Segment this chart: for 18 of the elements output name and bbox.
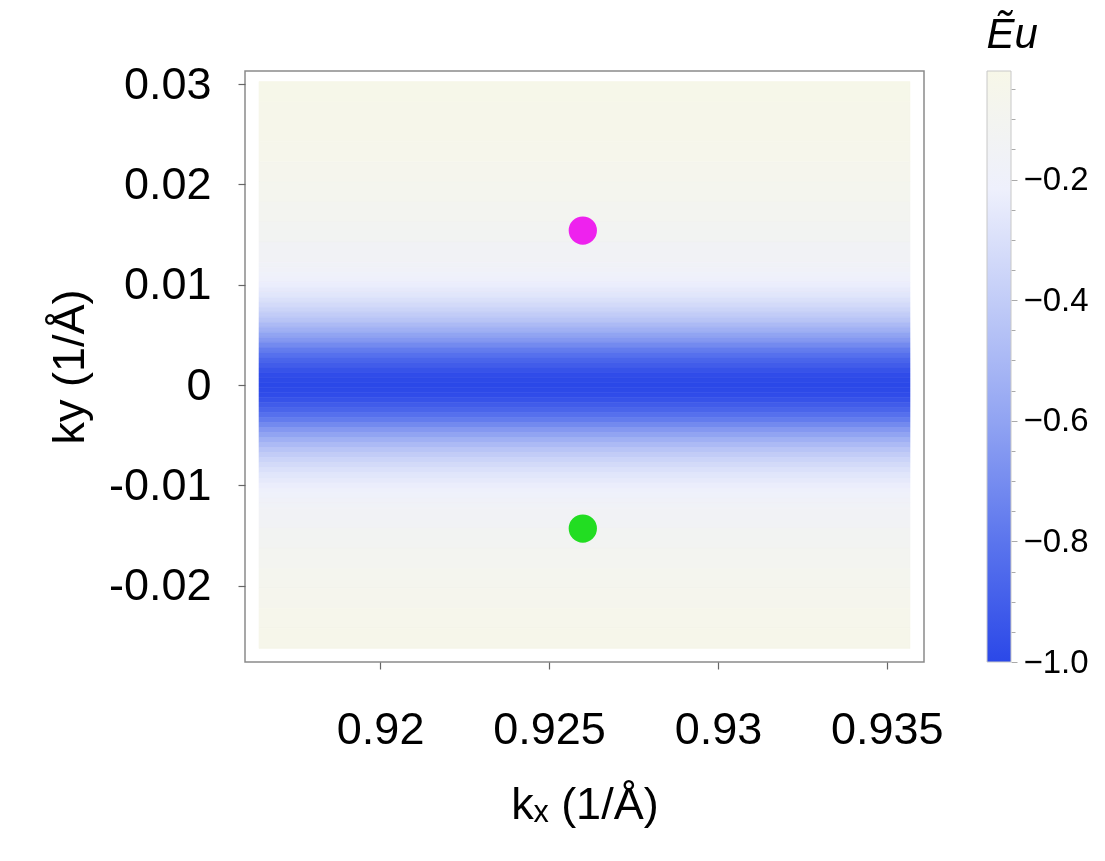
color-bar-label: −1.0 [1023,642,1089,680]
y-tick-label: 0.01 [123,258,212,310]
color-bar-label: −0.8 [1023,521,1089,559]
color-bar-label: −0.4 [1023,280,1089,318]
x-tick-label: 0.92 [336,702,425,754]
x-axis-title: kₓ (1/Å) [511,777,659,829]
y-tick-label: 0.03 [123,57,212,109]
color-bar-label: −0.2 [1023,160,1089,198]
y-tick-label: 0 [186,358,212,410]
y-tick-label: -0.02 [108,559,212,611]
x-tick-label: 0.935 [831,702,944,754]
y-tick-label: 0.02 [123,157,212,209]
y-axis-title: ky (1/Å) [42,289,94,445]
color-bar-title: Ẽu [986,9,1038,57]
y-tick-label: -0.01 [108,458,212,510]
color-bar-label: −0.6 [1023,401,1089,439]
x-tick-label: 0.93 [674,702,763,754]
x-tick-label: 0.925 [493,702,606,754]
